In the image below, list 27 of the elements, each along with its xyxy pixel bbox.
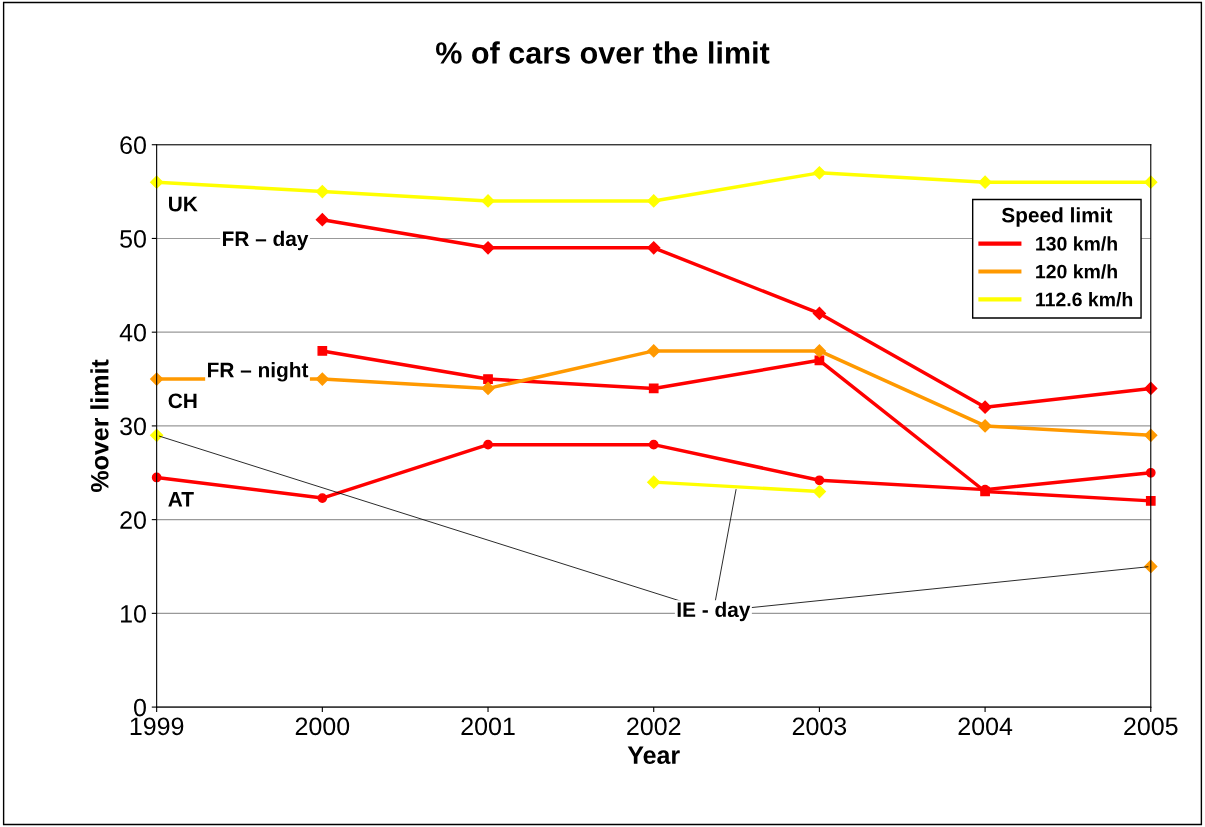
series-label: AT xyxy=(168,492,194,507)
x-tick-label: 2004 xyxy=(958,717,1013,736)
x-tick-label: 1999 xyxy=(130,717,184,736)
y-tick-label: 30 xyxy=(120,417,146,436)
series-label: FR – night xyxy=(208,362,309,382)
series-label: UK xyxy=(169,196,198,212)
series-label: CH xyxy=(168,393,197,409)
y-axis-title: %over limit xyxy=(90,359,109,492)
legend-label: 112.6 km/h xyxy=(1036,292,1133,307)
chart-title: % of cars over the limit xyxy=(436,41,770,64)
x-tick-label: 2005 xyxy=(1124,717,1178,736)
x-tick-label: 2003 xyxy=(792,717,847,736)
y-tick-label: 40 xyxy=(119,323,146,342)
legend-title: Speed limit xyxy=(1001,207,1113,227)
y-tick-label: 20 xyxy=(120,511,146,529)
x-tick-label: 2000 xyxy=(295,717,350,736)
y-tick-label: 50 xyxy=(120,230,146,248)
annotation: IE - day xyxy=(677,601,751,622)
x-axis-title: Year xyxy=(627,746,680,765)
legend-label: 120 km/h xyxy=(1036,264,1117,279)
y-tick-label: 60 xyxy=(120,136,146,155)
series-label: FR – day xyxy=(223,230,309,251)
legend-label: 130 km/h xyxy=(1036,236,1117,251)
y-tick-label: 0 xyxy=(134,698,146,717)
x-tick-label: 2002 xyxy=(627,717,681,736)
x-tick-label: 2001 xyxy=(461,717,515,736)
y-tick-label: 10 xyxy=(121,604,146,623)
